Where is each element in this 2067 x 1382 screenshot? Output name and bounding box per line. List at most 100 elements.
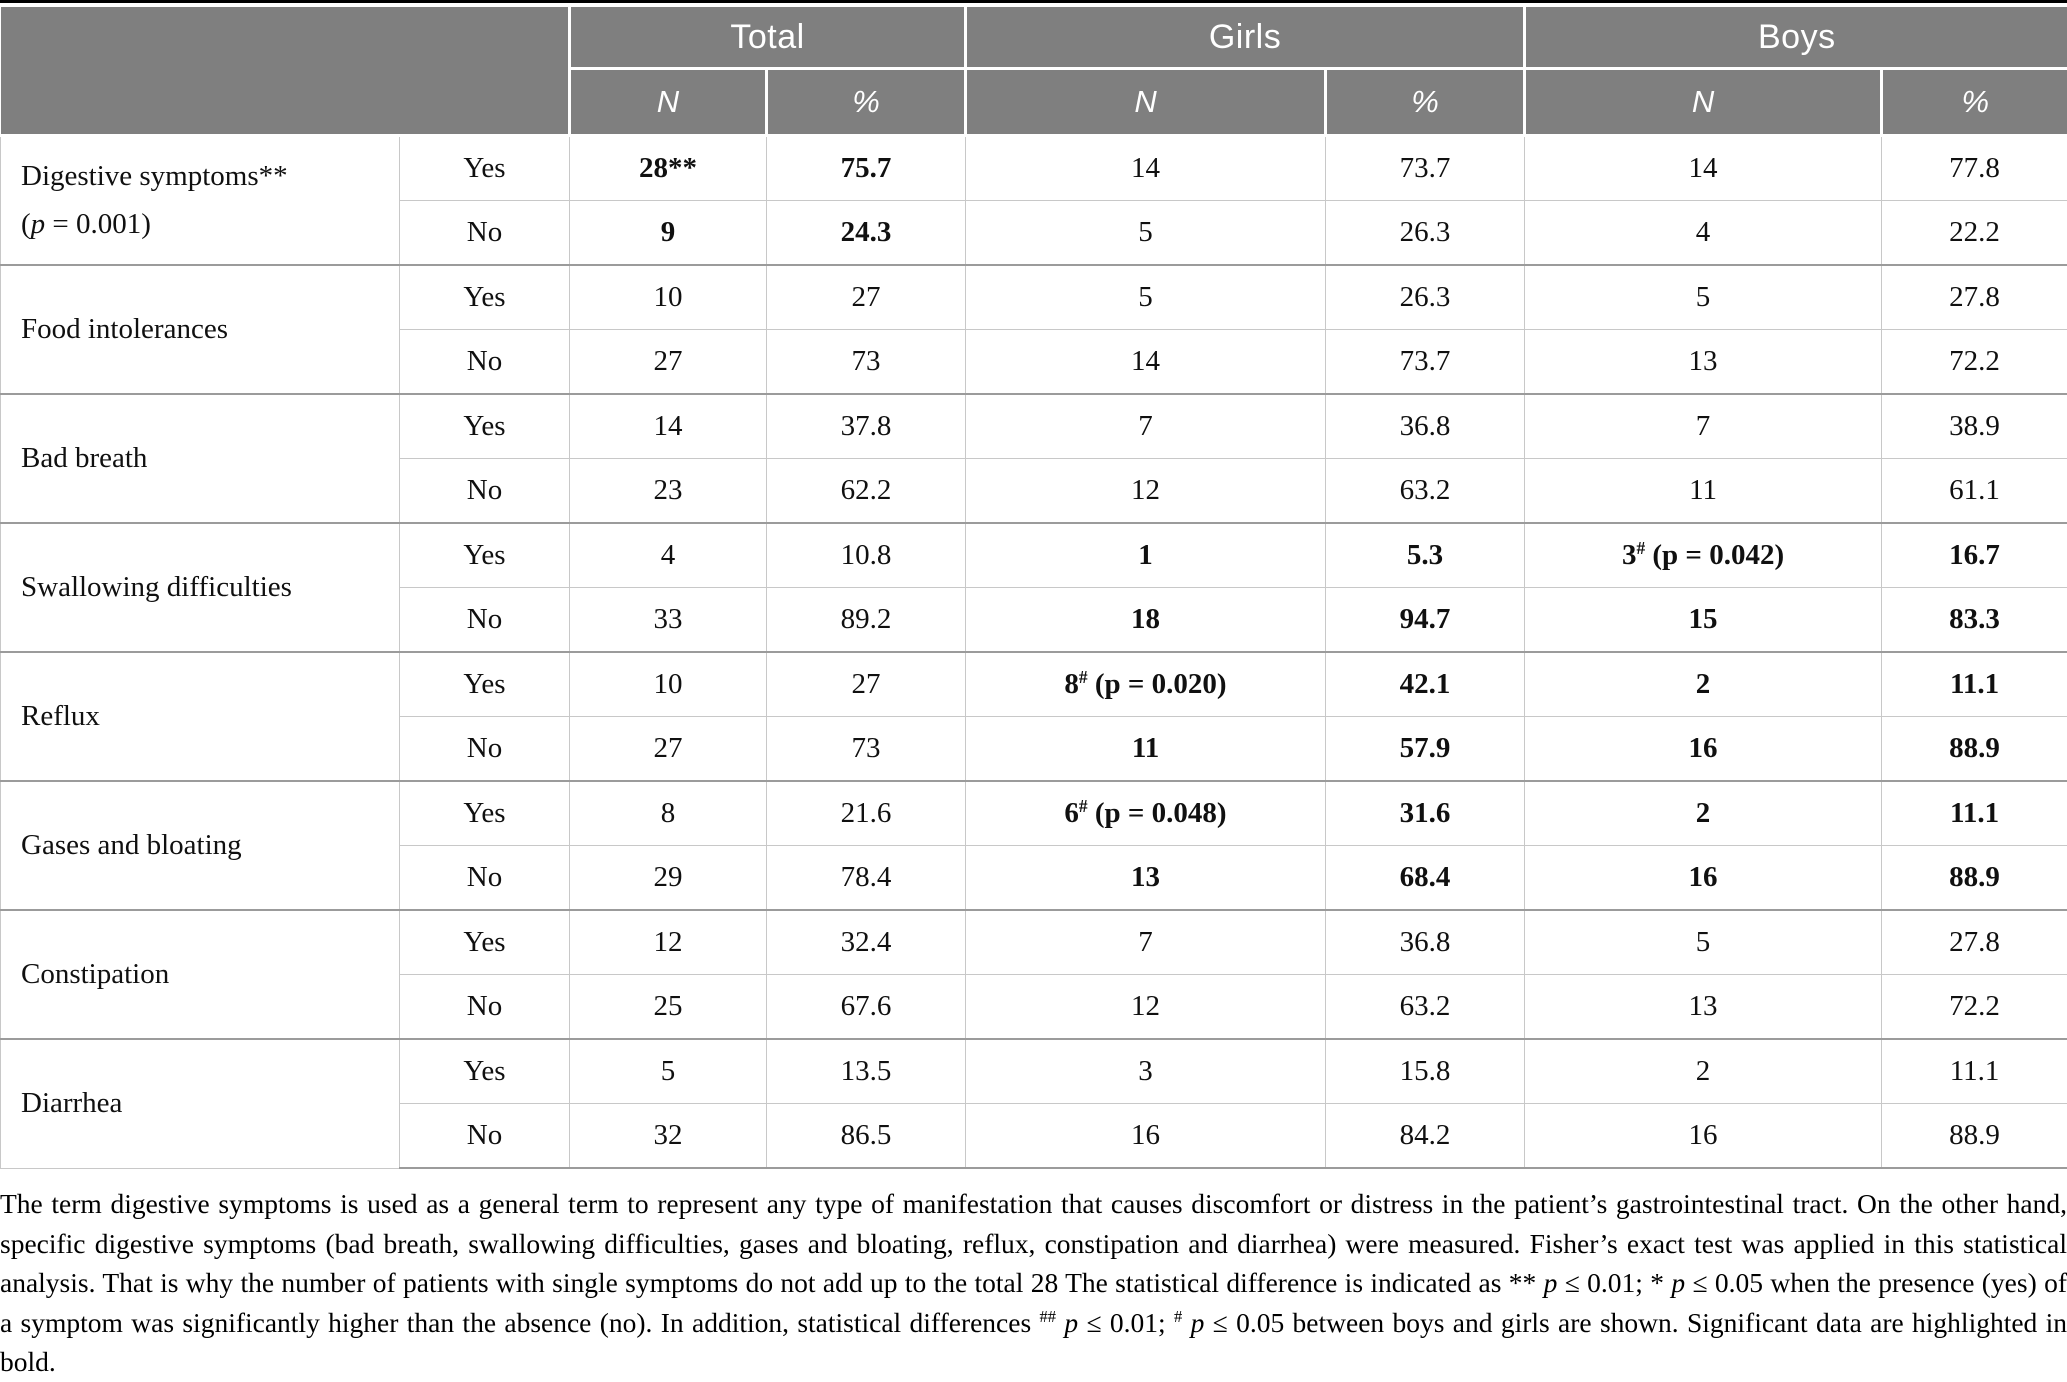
symptom-name-cell: Swallowing difficulties <box>0 522 400 653</box>
yesno-cell: No <box>399 329 570 395</box>
value-cell: 88.9 <box>1881 1103 2067 1169</box>
header-corner <box>0 7 571 137</box>
symptom-name: Reflux <box>21 699 100 732</box>
value-cell: 7 <box>965 393 1327 459</box>
value-cell: 77.8 <box>1881 134 2067 201</box>
value-cell: 27 <box>765 264 967 330</box>
table-footnote: The term digestive symptoms is used as a… <box>0 1188 2067 1377</box>
value-cell: 29 <box>569 845 767 911</box>
value-cell: 24.3 <box>765 200 967 266</box>
symptom-name-cell: Digestive symptoms** (p = 0.001) <box>0 134 400 266</box>
value-cell: 5 <box>965 264 1327 330</box>
value-cell: 12 <box>965 974 1327 1040</box>
value-cell: 27.8 <box>1881 264 2067 330</box>
value-cell: 11.1 <box>1881 1038 2067 1104</box>
value-cell: 36.8 <box>1325 909 1526 975</box>
value-cell: 13 <box>965 845 1327 911</box>
value-cell: 21.6 <box>765 780 967 846</box>
symptom-name-cell: Constipation <box>0 909 400 1040</box>
value-cell: 33 <box>569 587 767 653</box>
symptom-name: Swallowing difficulties <box>21 570 292 603</box>
value-cell: 2 <box>1524 1038 1883 1104</box>
value-cell: 73.7 <box>1325 134 1526 201</box>
yesno-cell: Yes <box>399 264 570 330</box>
value-cell: 73 <box>765 329 967 395</box>
value-cell: 78.4 <box>765 845 967 911</box>
symptoms-table: Total Girls Boys N % N % N % Digestive s… <box>0 7 2067 1169</box>
value-cell: 84.2 <box>1325 1103 1526 1169</box>
value-cell: 61.1 <box>1881 458 2067 524</box>
table-top-rule <box>0 0 2067 3</box>
value-cell: 11 <box>965 716 1327 782</box>
value-cell: 14 <box>1524 134 1883 201</box>
value-cell: 83.3 <box>1881 587 2067 653</box>
value-cell: 2 <box>1524 651 1883 717</box>
value-cell: 27 <box>765 651 967 717</box>
value-cell: 10.8 <box>765 522 967 588</box>
symptom-name: Diarrhea <box>21 1086 123 1119</box>
value-cell: 16 <box>1524 1103 1883 1169</box>
value-cell: 32.4 <box>765 909 967 975</box>
value-cell: 88.9 <box>1881 845 2067 911</box>
yesno-cell: No <box>399 200 570 266</box>
value-cell: 16 <box>1524 716 1883 782</box>
value-cell: 18 <box>965 587 1327 653</box>
value-cell: 5.3 <box>1325 522 1526 588</box>
value-cell: 88.9 <box>1881 716 2067 782</box>
symptom-name-cell: Bad breath <box>0 393 400 524</box>
yesno-cell: No <box>399 716 570 782</box>
value-cell: 67.6 <box>765 974 967 1040</box>
value-cell: 15 <box>1524 587 1883 653</box>
value-cell: 75.7 <box>765 134 967 201</box>
yesno-cell: Yes <box>399 393 570 459</box>
subheader-total-n: N <box>568 67 768 137</box>
value-cell: 73 <box>765 716 967 782</box>
value-cell: 25 <box>569 974 767 1040</box>
value-cell: 13 <box>1524 974 1883 1040</box>
value-cell: 22.2 <box>1881 200 2067 266</box>
value-cell: 11 <box>1524 458 1883 524</box>
value-cell: 4 <box>1524 200 1883 266</box>
header-group-boys: Boys <box>1523 7 2067 70</box>
value-cell: 5 <box>965 200 1327 266</box>
value-cell: 14 <box>965 329 1327 395</box>
value-cell: 8# (p = 0.020) <box>965 651 1327 717</box>
value-cell: 16.7 <box>1881 522 2067 588</box>
value-cell: 13 <box>1524 329 1883 395</box>
symptom-name: Food intolerances <box>21 312 228 345</box>
value-cell: 36.8 <box>1325 393 1526 459</box>
value-cell: 7 <box>1524 393 1883 459</box>
value-cell: 73.7 <box>1325 329 1526 395</box>
value-cell: 23 <box>569 458 767 524</box>
value-cell: 5 <box>1524 264 1883 330</box>
header-group-total: Total <box>567 7 968 70</box>
symptom-name: Bad breath <box>21 441 148 474</box>
yesno-cell: Yes <box>399 1038 570 1104</box>
value-cell: 27 <box>569 716 767 782</box>
value-cell: 10 <box>569 651 767 717</box>
value-cell: 3 <box>965 1038 1327 1104</box>
yesno-cell: Yes <box>399 134 570 201</box>
value-cell: 27 <box>569 329 767 395</box>
value-cell: 7 <box>965 909 1327 975</box>
value-cell: 38.9 <box>1881 393 2067 459</box>
value-cell: 86.5 <box>765 1103 967 1169</box>
value-cell: 62.2 <box>765 458 967 524</box>
yesno-cell: Yes <box>399 522 570 588</box>
value-cell: 57.9 <box>1325 716 1526 782</box>
symptom-name: Gases and bloating <box>21 828 242 861</box>
symptom-pvalue: (p = 0.001) <box>21 207 151 240</box>
value-cell: 42.1 <box>1325 651 1526 717</box>
value-cell: 2 <box>1524 780 1883 846</box>
value-cell: 12 <box>965 458 1327 524</box>
value-cell: 3# (p = 0.042) <box>1524 522 1883 588</box>
value-cell: 5 <box>1524 909 1883 975</box>
yesno-cell: No <box>399 845 570 911</box>
subheader-boys-pct: % <box>1880 67 2067 137</box>
value-cell: 63.2 <box>1325 458 1526 524</box>
value-cell: 27.8 <box>1881 909 2067 975</box>
symptom-name-cell: Diarrhea <box>0 1038 400 1169</box>
subheader-girls-n: N <box>964 67 1328 137</box>
symptom-name-cell: Food intolerances <box>0 264 400 395</box>
